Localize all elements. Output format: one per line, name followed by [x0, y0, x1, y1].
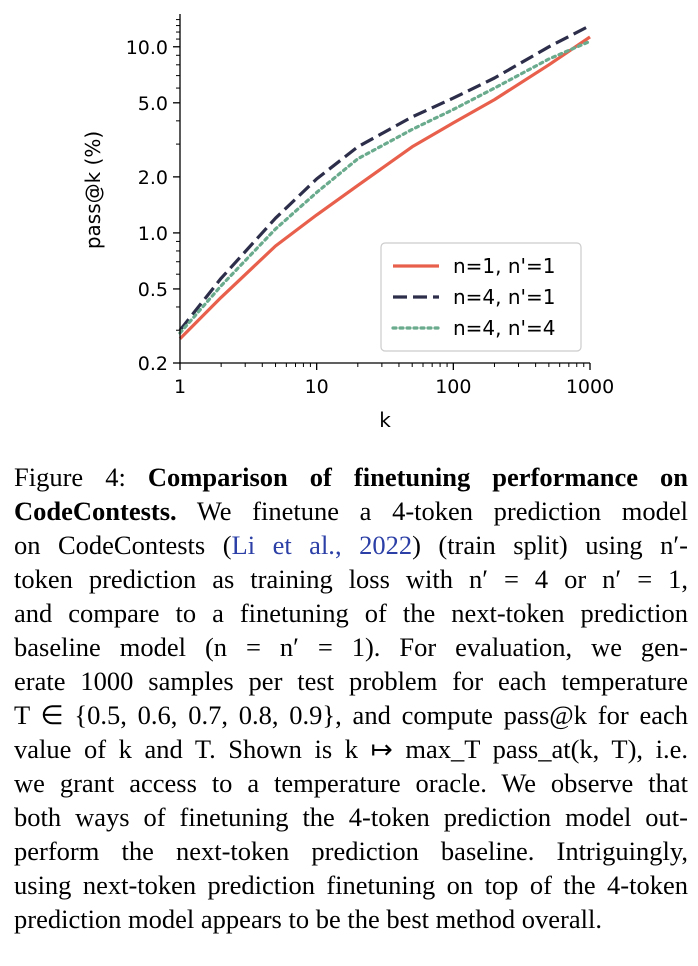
- y-tick-label: 0.5: [138, 279, 168, 301]
- caption-title-cont: CodeContests.: [14, 496, 177, 526]
- y-tick-label: 2.0: [138, 167, 168, 189]
- citation-link[interactable]: Li et al., 2022: [232, 530, 413, 560]
- series-line-1: [178, 35, 591, 340]
- caption-line-7: erate 1000 samples per test problem for …: [14, 666, 688, 696]
- citation-year: 2022: [359, 530, 413, 560]
- x-axis-title: k: [379, 408, 391, 432]
- legend-label-1: n=1, n'=1: [453, 254, 556, 278]
- caption-line-13: using next-token prediction finetuning o…: [14, 870, 688, 900]
- plot-area: [178, 24, 592, 340]
- legend-box: [380, 242, 582, 352]
- caption-line-6: baseline model (n = n′ = 1). For evaluat…: [14, 632, 688, 662]
- x-tick-label: 1000: [566, 376, 614, 398]
- x-tick-label: 1: [174, 376, 186, 398]
- x-tick-label: 10: [305, 376, 329, 398]
- pass-at-k-chart: 1 10 100 1000 0.2 0.5 1.0 2.0 5.0 10.0 pass@k (%)…: [81, 14, 614, 432]
- y-tick-label: 10.0: [126, 37, 168, 59]
- caption-text: ) (train split) using n′-: [412, 530, 688, 560]
- caption-text: We finetune a 4-token prediction model: [196, 496, 688, 526]
- legend-label-2: n=4, n'=1: [453, 285, 556, 309]
- y-tick-label: 5.0: [138, 93, 168, 115]
- figure-caption: Figure 4: Comparison of finetuning perfo…: [14, 460, 688, 936]
- caption-line-12: perform the next-token prediction baseli…: [14, 836, 688, 866]
- citation-sep: ,: [334, 530, 360, 560]
- caption-line-9: value of k and T. Shown is k ↦ max_T pas…: [14, 734, 688, 764]
- y-tick-label: 0.2: [138, 353, 168, 375]
- legend: n=1, n'=1 n=4, n'=1 n=4, n'=4: [380, 242, 582, 352]
- caption-line-8: T ∈ {0.5, 0.6, 0.7, 0.8, 0.9}, and compu…: [14, 700, 688, 730]
- caption-text: on CodeContests (: [14, 530, 232, 560]
- caption-line-14: prediction model appears to be the best …: [14, 904, 602, 934]
- caption-line-10: we grant access to a temperature oracle.…: [14, 768, 688, 798]
- legend-label-3: n=4, n'=4: [453, 316, 556, 340]
- caption-title: Comparison of finetuning performance on: [147, 462, 688, 492]
- axes: 1 10 100 1000 0.2 0.5 1.0 2.0 5.0 10.0: [126, 14, 614, 398]
- figure-label: Figure 4:: [14, 462, 126, 492]
- y-tick-label: 1.0: [138, 223, 168, 245]
- citation-author: Li et al.: [231, 530, 335, 560]
- series-line-3: [178, 39, 592, 335]
- caption-line-5: and compare to a finetuning of the next-…: [14, 598, 688, 628]
- series-line-2: [178, 24, 591, 332]
- caption-line-4: token prediction as training loss with n…: [14, 564, 688, 594]
- y-axis-title: pass@k (%): [81, 131, 105, 249]
- caption-line-1: Figure 4: Comparison of finetuning perfo…: [14, 460, 688, 494]
- caption-line-11: both ways of finetuning the 4-token pred…: [14, 802, 688, 832]
- caption-line-2: CodeContests. We finetune a 4-token pred…: [14, 494, 688, 528]
- caption-line-3: on CodeContests (Li et al., 2022) (train…: [14, 528, 688, 562]
- x-tick-label: 100: [435, 376, 471, 398]
